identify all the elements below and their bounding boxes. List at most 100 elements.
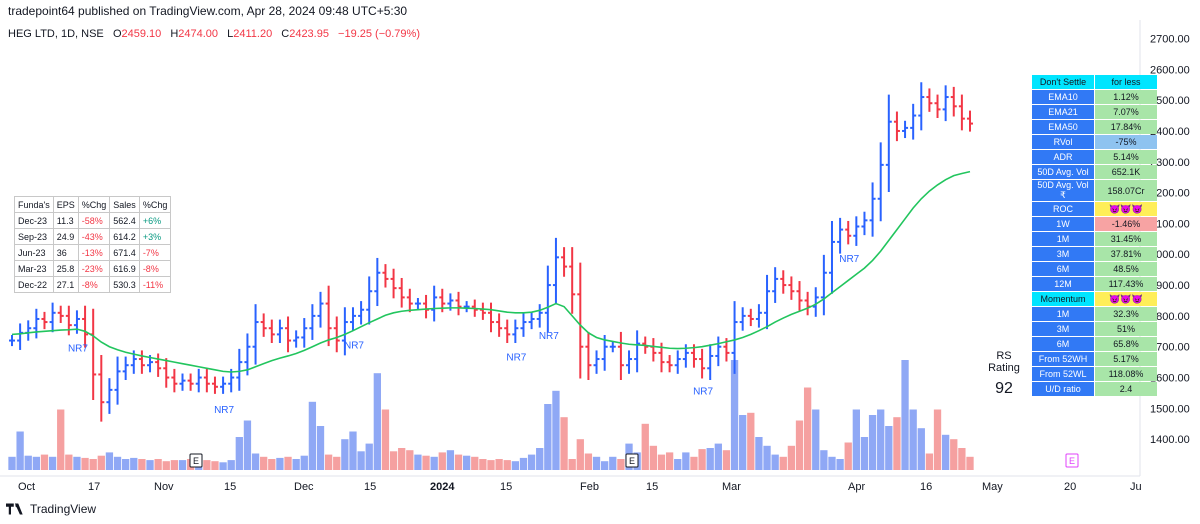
table-row: 1M 32.3% (1032, 307, 1157, 321)
stat-key: EMA50 (1032, 120, 1094, 134)
nr7-label: NR7 (506, 353, 526, 364)
rs-rating-label: RS Rating (988, 350, 1020, 374)
earnings-marker-icon (625, 453, 639, 468)
volume-bar (495, 459, 503, 470)
table-row: 3M 51% (1032, 322, 1157, 336)
close-value: 2423.95 (289, 28, 329, 40)
volume-bar (852, 409, 860, 470)
volume-bar (698, 449, 706, 470)
x-tick-label: Oct (18, 481, 35, 493)
volume-bar (544, 404, 552, 470)
volume-bar (641, 423, 649, 470)
table-row: 1W -1.46% (1032, 217, 1157, 231)
x-tick-label: Mar (722, 481, 741, 493)
volume-bar (438, 452, 446, 470)
y-tick-label: 2100.00 (1150, 218, 1190, 230)
y-tick-label: 2000.00 (1150, 249, 1190, 261)
x-tick-label: 16 (920, 481, 932, 493)
low-label: L (227, 28, 234, 40)
funda-cell: +6% (138, 212, 172, 229)
funda-cell: -7% (138, 244, 172, 261)
stat-value: 5.17% (1095, 352, 1157, 366)
volume-bar (381, 409, 390, 470)
stat-key: 1W (1032, 217, 1094, 231)
stat-key: 6M (1032, 262, 1094, 276)
table-row: From 52WL 118.08% (1032, 367, 1157, 381)
stat-value: 652.1K (1095, 165, 1157, 179)
volume-bar (462, 455, 471, 470)
stat-key: U/D ratio (1032, 382, 1094, 396)
volume-bar (795, 420, 804, 470)
open-label: O (112, 28, 122, 40)
y-tick-label: 1500.00 (1150, 403, 1190, 415)
y-tick-label: 1400.00 (1150, 434, 1190, 446)
volume-bar (755, 437, 763, 470)
tradingview-footer[interactable]: TradingView (6, 502, 96, 516)
stat-key: 1M (1032, 232, 1094, 246)
volume-bar (308, 401, 317, 470)
volume-bar (235, 437, 243, 470)
x-tick-label: May (982, 481, 1003, 493)
table-row: 3M 37.81% (1032, 247, 1157, 261)
volume-bar (714, 443, 722, 470)
volume-bar (933, 409, 942, 470)
close-label: C (281, 28, 290, 40)
publisher-line: tradepoint64 published on TradingView.co… (8, 4, 408, 18)
nr7-label: NR7 (214, 405, 234, 416)
volume-bar (138, 459, 146, 470)
volume-bar (454, 454, 463, 470)
chart-area[interactable]: 2700.00 2600.00 2500.00 2400.00 2300.00 2200.… (0, 20, 1200, 494)
y-tick-label: 1800.00 (1150, 311, 1190, 323)
volume-bar (576, 439, 584, 470)
volume-bar (901, 360, 909, 470)
funda-header-2: %Chg (77, 196, 111, 213)
stat-key: EMA21 (1032, 105, 1094, 119)
volume-bar (877, 409, 885, 470)
symbol-ohlc-line: HEG LTD, 1D, NSE O2459.10 H2474.00 L2411… (8, 28, 420, 40)
y-tick-label: 2300.00 (1150, 157, 1190, 169)
stat-key: 1M (1032, 307, 1094, 321)
x-tick-label: Apr (848, 481, 865, 493)
volume-bar (722, 450, 731, 470)
funda-cell: -11% (138, 276, 172, 293)
table-row: 6M 65.8% (1032, 337, 1157, 351)
stat-value: -75% (1095, 135, 1157, 149)
x-tick-label: 15 (224, 481, 236, 493)
volume-bar (32, 456, 41, 470)
funda-cell: -43% (77, 228, 111, 245)
low-value: 2411.20 (233, 28, 273, 40)
funda-header-3: Sales (109, 196, 140, 213)
table-row: U/D ratio 2.4 (1032, 382, 1157, 396)
volume-bar (211, 461, 219, 470)
volume-bar (479, 459, 487, 470)
volume-bar (24, 455, 32, 470)
table-row: ROC 😈😈😈 (1032, 202, 1157, 216)
table-row: Momentum 😈😈😈 (1032, 292, 1157, 306)
stat-value: 158.07Cr (1095, 180, 1157, 201)
volume-bar (925, 453, 934, 470)
earnings-marker-label: E (1069, 456, 1075, 466)
volume-bar (40, 454, 49, 470)
price-chart[interactable]: 2700.00 2600.00 2500.00 2400.00 2300.00 2200.… (0, 20, 1200, 494)
table-row: 1M 31.45% (1032, 232, 1157, 246)
table-row: Don't Settle for less (1032, 75, 1157, 89)
funda-cell: Sep-23 (14, 228, 54, 245)
volume-bar (771, 454, 779, 470)
volume-bar (251, 453, 260, 470)
y-tick-label: 1900.00 (1150, 280, 1190, 292)
volume-bar (779, 456, 787, 470)
volume-bar (16, 431, 24, 470)
volume-bar (97, 455, 105, 470)
volume-bar (885, 426, 893, 470)
stat-key: EMA10 (1032, 90, 1094, 104)
volume-bar (487, 460, 495, 470)
volume-bar (227, 460, 235, 470)
table-row: 50D Avg. Vol 652.1K (1032, 165, 1157, 179)
rs-rating-value: 92 (995, 380, 1013, 397)
volume-bar (105, 452, 114, 470)
y-tick-label: 1700.00 (1150, 342, 1190, 354)
volume-bar (536, 448, 544, 470)
volume-bar (917, 428, 925, 470)
funda-cell: 27.1 (52, 276, 79, 293)
high-value: 2474.00 (178, 28, 219, 40)
